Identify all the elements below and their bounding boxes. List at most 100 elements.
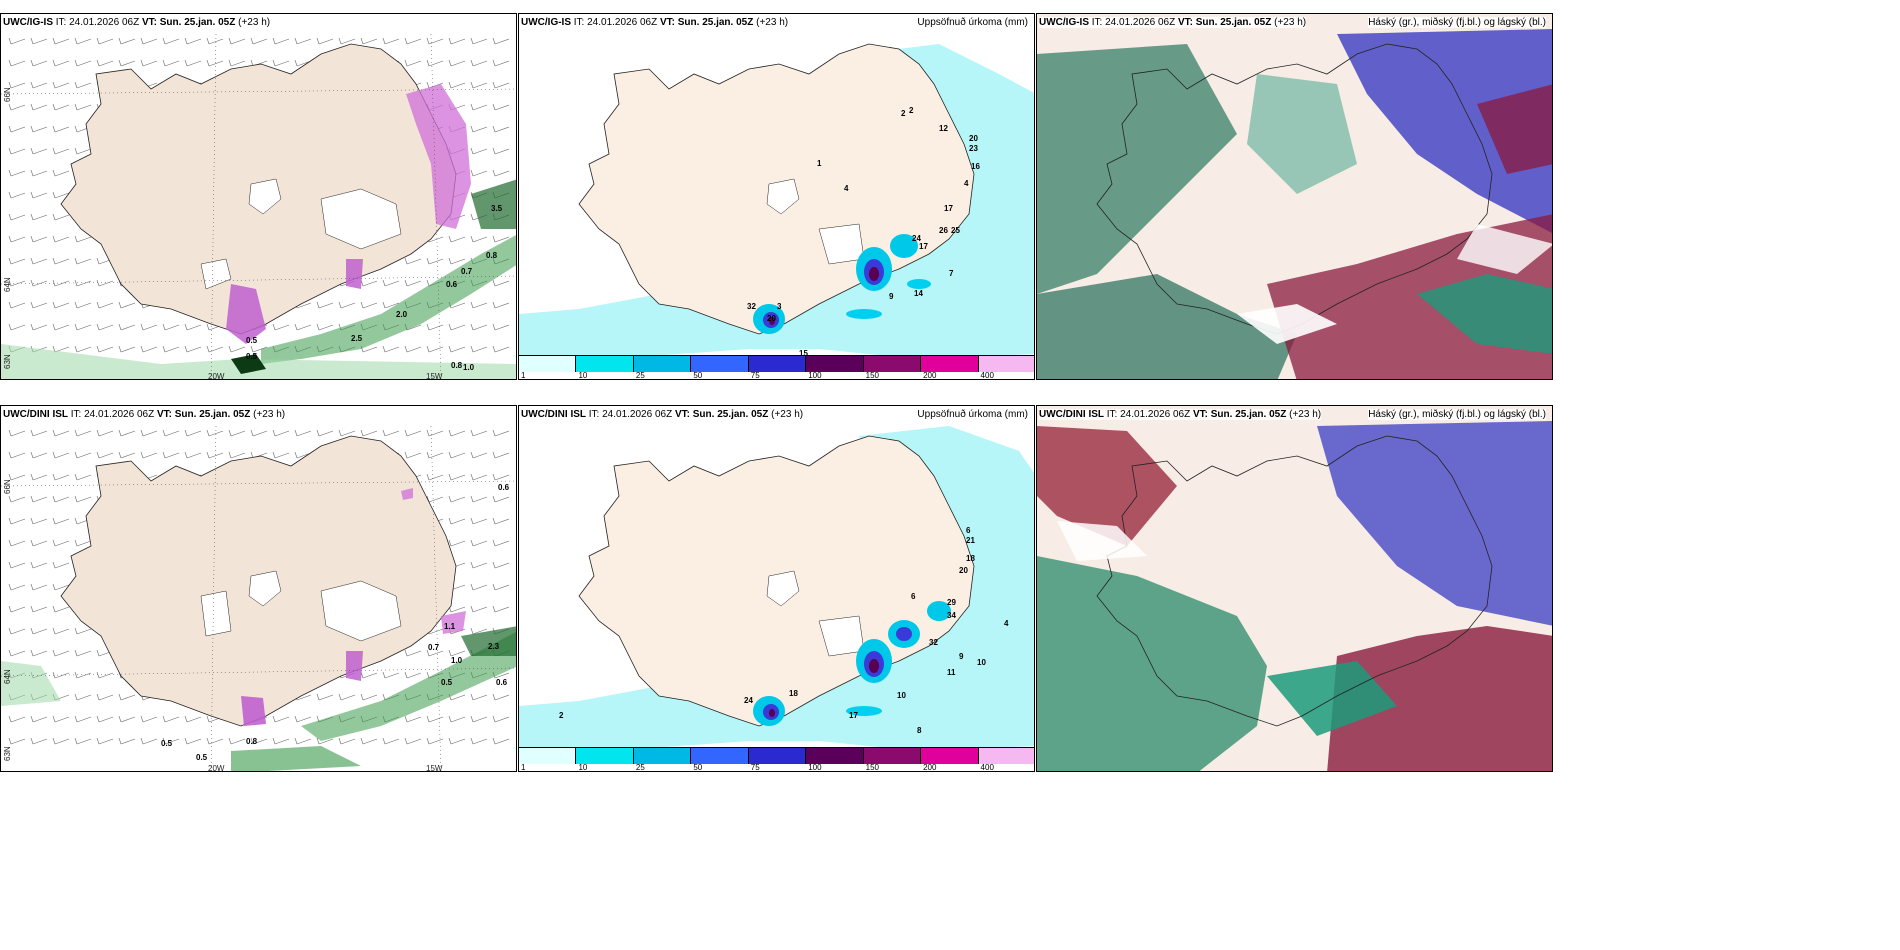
wind-barb (404, 257, 422, 265)
wind-barb (96, 59, 114, 67)
map-value-label: 0.5 (196, 753, 208, 762)
colorbar-swatch (691, 748, 749, 764)
wind-barb (272, 323, 290, 331)
map-value-label: 23 (969, 144, 978, 153)
wind-barb (470, 473, 488, 481)
wind-barb (338, 737, 356, 745)
wind-barb (118, 37, 136, 45)
map-value-label: 24 (744, 696, 753, 705)
wind-barb (492, 235, 510, 243)
panel-header: UWC/IG-IS IT: 24.01.2026 06Z VT: Sun. 25… (521, 17, 789, 28)
wind-barb (30, 37, 48, 45)
wind-barb (74, 235, 92, 243)
wind-barb (448, 345, 466, 353)
wind-barb (30, 323, 48, 331)
lon-label-20w: 20W (208, 764, 225, 772)
wind-barb (118, 301, 136, 309)
map-value-label: 8 (917, 726, 922, 735)
wind-barb (8, 279, 26, 287)
wind-barb (30, 473, 48, 481)
wind-barb (8, 235, 26, 243)
wind-barb (52, 323, 70, 331)
wind-barb (8, 715, 26, 723)
map-value-label: 4 (1004, 619, 1009, 628)
map-value-label: 34 (947, 611, 956, 620)
wind-barb (492, 301, 510, 309)
wind-barb (74, 257, 92, 265)
wind-barb (470, 561, 488, 569)
lat-label-66: 66N (3, 87, 12, 102)
map-value-label: 0.6 (498, 483, 510, 492)
colorbar-tick-label: 150 (865, 763, 880, 772)
wind-barb (448, 649, 466, 657)
wind-barb (74, 103, 92, 111)
wind-barb (8, 495, 26, 503)
wind-barb (96, 715, 114, 723)
map-value-label: 20 (767, 314, 776, 323)
wind-barb (448, 59, 466, 67)
wind-barb (404, 451, 422, 459)
wind-barb (52, 147, 70, 155)
wind-barb (30, 279, 48, 287)
wind-barb (426, 495, 444, 503)
map-value-label: 2.0 (396, 310, 408, 319)
wind-barb (30, 539, 48, 547)
wind-barb (96, 345, 114, 353)
colorbar-tick-label: 50 (693, 763, 703, 772)
colorbar-tick-label: 10 (578, 371, 588, 380)
wind-barb (360, 301, 378, 309)
wind-barb (206, 737, 224, 745)
wind-barb (8, 191, 26, 199)
wind-barb (426, 345, 444, 353)
wind-barb (162, 323, 180, 331)
map-value-label: 17 (944, 204, 953, 213)
colorbar-swatch (978, 356, 1034, 372)
wind-barb (316, 301, 334, 309)
map-value-label: 4 (964, 179, 969, 188)
precip-colorbar (519, 355, 1034, 372)
wind-barb (492, 59, 510, 67)
wind-barb (30, 103, 48, 111)
wind-barb (30, 257, 48, 265)
map-value-label: 4 (844, 184, 849, 193)
colorbar-swatch (863, 748, 922, 764)
colorbar-tick-label: 150 (865, 371, 880, 380)
wind-barb (162, 715, 180, 723)
wind-barb (52, 517, 70, 525)
wind-barb (52, 495, 70, 503)
wind-barb (96, 671, 114, 679)
wind-barb (492, 605, 510, 613)
wind-barb (52, 279, 70, 287)
wind-barb (338, 429, 356, 437)
wind-barb (316, 323, 334, 331)
wind-barb (8, 301, 26, 309)
wind-map-panel-bottom: UWC/DINI ISL IT: 24.01.2026 06Z VT: Sun.… (0, 405, 517, 772)
wind-barb (30, 737, 48, 745)
wind-map-panel-top: UWC/IG-IS IT: 24.01.2026 06Z VT: Sun. 25… (0, 13, 517, 380)
wind-barb (52, 257, 70, 265)
wind-barb (382, 671, 400, 679)
wind-barb (426, 429, 444, 437)
wind-barb (140, 323, 158, 331)
panel-title: Uppsöfnuð úrkoma (mm) (917, 17, 1028, 28)
wind-barb (492, 451, 510, 459)
wind-barb (206, 451, 224, 459)
wind-barb (294, 715, 312, 723)
wind-barb (96, 429, 114, 437)
wind-barb (382, 737, 400, 745)
colorbar-tick-label: 400 (980, 371, 994, 380)
map-value-label: 9 (959, 652, 964, 661)
wind-barb (8, 323, 26, 331)
wind-barb (140, 451, 158, 459)
wind-barb (140, 429, 158, 437)
wind-barb (8, 81, 26, 89)
wind-barb (404, 279, 422, 287)
wind-barb (8, 583, 26, 591)
map-value-label: 0.7 (461, 267, 473, 276)
wind-barb (52, 81, 70, 89)
wind-barb (118, 693, 136, 701)
wind-barb (294, 37, 312, 45)
precip-map-panel-bottom: UWC/DINI ISL IT: 24.01.2026 06Z VT: Sun.… (518, 405, 1035, 772)
wind-barb (470, 147, 488, 155)
wind-barb (360, 429, 378, 437)
